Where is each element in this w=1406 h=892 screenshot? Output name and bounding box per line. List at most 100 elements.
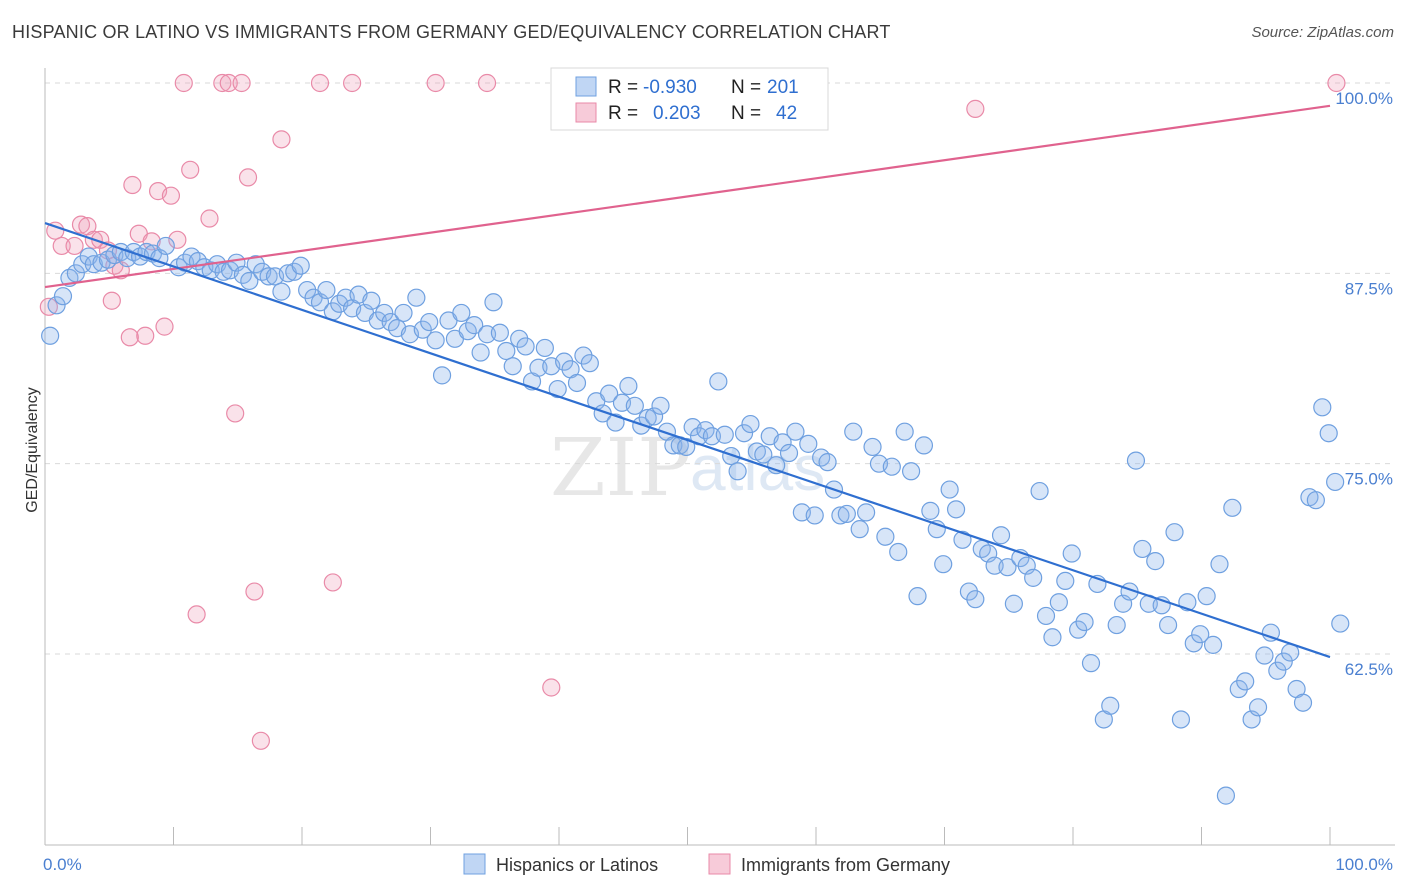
hispanic-point-139 <box>940 480 959 499</box>
chart-title: HISPANIC OR LATINO VS IMMIGRANTS FROM GE… <box>12 22 891 42</box>
germany-point-23 <box>213 73 232 93</box>
hispanic-point-103 <box>709 372 728 391</box>
hispanic-point-114 <box>779 443 799 463</box>
hispanic-point-155 <box>1043 628 1062 647</box>
hispanic-point-120 <box>818 453 837 472</box>
hispanic-point-66 <box>471 343 490 362</box>
hispanic-point-129 <box>876 527 895 546</box>
hispanic-point-135 <box>914 436 934 455</box>
germany-point-27 <box>238 168 258 187</box>
germany-point-21 <box>187 605 206 624</box>
x-tick-label-0: 0.0% <box>43 855 82 874</box>
hispanic-point-65 <box>465 316 484 335</box>
hispanic-point-63 <box>452 303 471 323</box>
germany-point-11 <box>123 175 142 195</box>
hispanic-point-42 <box>317 280 336 300</box>
hispanic-point-33 <box>259 267 278 286</box>
hispanic-point-158 <box>1062 544 1081 563</box>
hispanic-point-140 <box>946 500 966 519</box>
hispanic-point-133 <box>901 462 921 481</box>
hispanic-point-199 <box>1326 472 1345 492</box>
legend-r-label-1: R = <box>608 77 638 98</box>
hispanic-point-130 <box>882 457 901 476</box>
hispanic-point-94 <box>651 396 670 415</box>
germany-point-40 <box>102 291 121 310</box>
hispanic-point-7 <box>84 255 103 274</box>
hispanic-point-142 <box>959 582 979 601</box>
hispanic-point-68 <box>484 293 503 312</box>
hispanic-point-73 <box>516 337 535 356</box>
germany-point-34 <box>426 73 445 93</box>
hispanic-point-188 <box>1255 646 1274 665</box>
hispanic-point-153 <box>1030 481 1049 501</box>
germany-point-19 <box>174 73 193 93</box>
trend-lines <box>44 104 1331 659</box>
series-hispanics <box>41 236 1350 805</box>
hispanic-point-149 <box>1004 594 1023 613</box>
y-axis-label: GED/Equivalency <box>24 387 41 512</box>
hispanic-point-131 <box>889 542 908 562</box>
hispanic-point-197 <box>1313 398 1332 417</box>
trend-line-hispanics <box>44 222 1331 659</box>
legend-n-label-2: N = <box>731 103 761 124</box>
hispanic-point-26 <box>214 262 233 281</box>
germany-point-31 <box>310 73 330 93</box>
hispanic-point-123 <box>837 504 856 524</box>
hispanic-point-59 <box>426 331 445 350</box>
bottom-legend-swatch-pink <box>708 853 731 875</box>
germany-point-32 <box>323 573 342 592</box>
y-tick-labels: 62.5% 75.0% 87.5% 100.0% <box>1335 89 1393 679</box>
hispanic-point-143 <box>966 590 985 609</box>
germany-point-3 <box>65 236 84 256</box>
hispanic-point-152 <box>1024 568 1043 587</box>
legend-box <box>550 67 829 131</box>
hispanic-point-107 <box>734 424 754 443</box>
hispanic-point-86 <box>600 384 619 403</box>
hispanic-point-127 <box>863 437 882 457</box>
germany-point-2 <box>52 236 71 256</box>
hispanic-point-182 <box>1216 786 1236 805</box>
hispanic-point-178 <box>1191 625 1210 644</box>
hispanic-point-196 <box>1306 491 1325 510</box>
hispanic-point-175 <box>1171 710 1191 729</box>
legend-swatch-blue <box>575 76 597 97</box>
hispanic-point-110 <box>754 445 773 464</box>
hispanic-point-169 <box>1133 539 1152 559</box>
germany-point-28 <box>245 582 264 601</box>
germany-point-36 <box>542 678 561 697</box>
hispanic-point-106 <box>728 462 747 481</box>
germany-point-4 <box>71 215 91 234</box>
hispanic-point-157 <box>1056 571 1075 591</box>
hispanic-point-177 <box>1184 634 1203 653</box>
hispanic-point-184 <box>1229 679 1248 699</box>
hispanic-point-69 <box>490 323 509 342</box>
hispanic-point-54 <box>394 303 413 323</box>
germany-point-13 <box>136 326 155 345</box>
y-tick-label-0: 62.5% <box>1345 660 1393 679</box>
bottom-legend-swatch-blue <box>463 853 486 875</box>
hispanic-point-117 <box>799 434 818 453</box>
hispanic-point-104 <box>715 425 734 444</box>
germany-point-38 <box>966 99 985 118</box>
hispanic-point-159 <box>1069 620 1088 639</box>
hispanic-point-156 <box>1049 593 1068 612</box>
hispanic-point-171 <box>1146 552 1165 571</box>
hispanic-point-173 <box>1158 615 1178 635</box>
hispanic-point-2 <box>53 287 73 306</box>
y-tick-label-3: 100.0% <box>1335 89 1393 108</box>
germany-point-0 <box>39 297 58 316</box>
hispanic-point-70 <box>497 341 516 361</box>
hispanic-point-168 <box>1126 451 1146 470</box>
trend-line-germany <box>44 104 1331 289</box>
hispanic-point-1 <box>47 296 66 315</box>
hispanic-point-39 <box>298 280 317 300</box>
germany-point-24 <box>219 73 238 93</box>
hispanic-point-161 <box>1081 654 1101 673</box>
hispanic-point-132 <box>895 422 914 441</box>
chart-source: Source: ZipAtlas.com <box>1251 24 1394 41</box>
hispanic-point-118 <box>805 506 824 525</box>
germany-point-18 <box>168 230 187 249</box>
legend-swatch-pink <box>575 102 597 123</box>
hispanic-point-72 <box>510 329 529 348</box>
